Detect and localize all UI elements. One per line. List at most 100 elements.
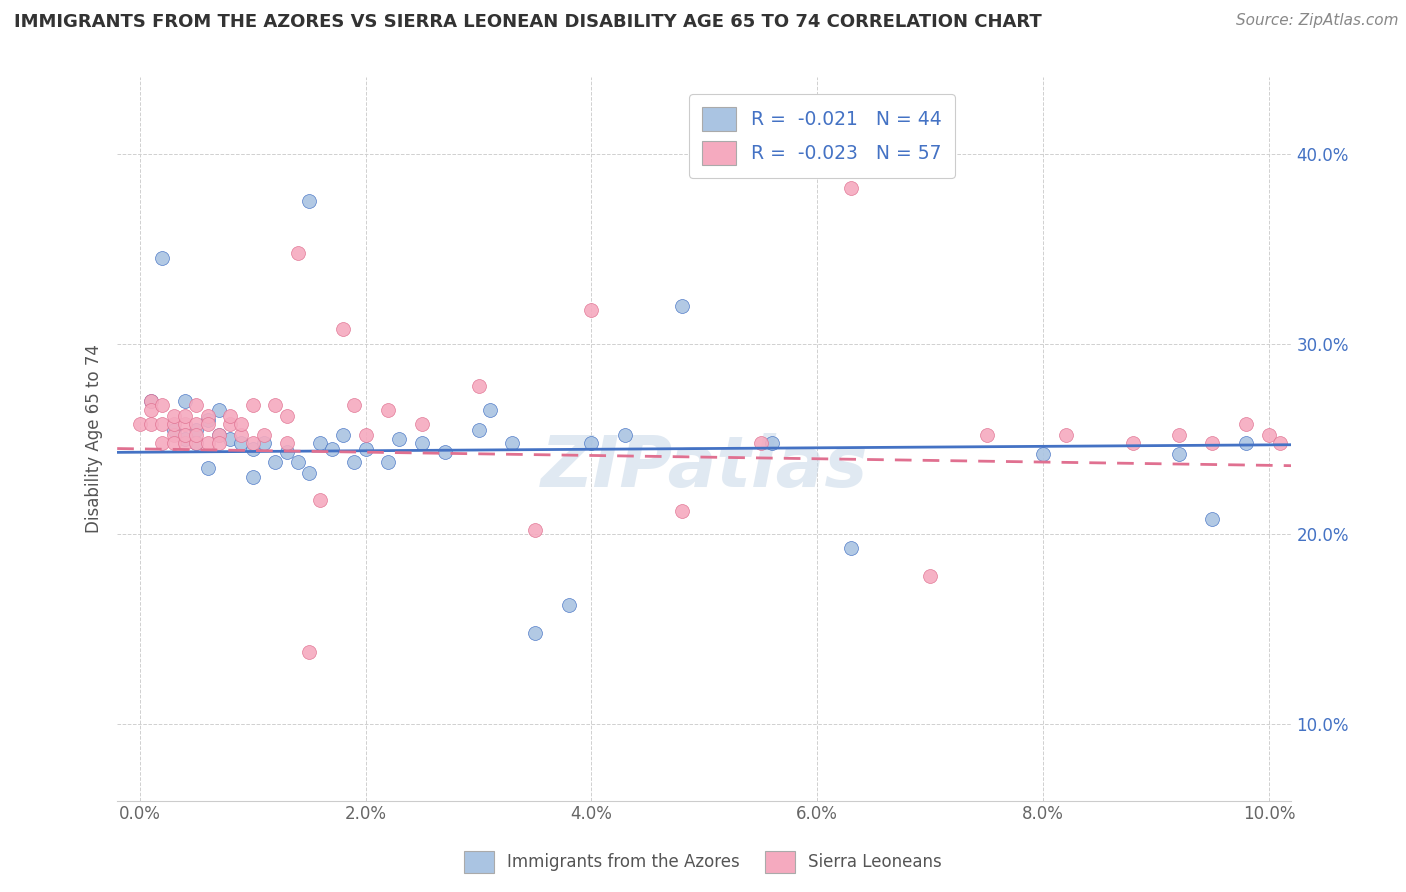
Legend: R =  -0.021   N = 44, R =  -0.023   N = 57: R = -0.021 N = 44, R = -0.023 N = 57 — [689, 94, 955, 178]
Point — [287, 245, 309, 260]
Point — [523, 524, 546, 538]
Point — [343, 398, 366, 412]
Point — [197, 460, 219, 475]
Text: Source: ZipAtlas.com: Source: ZipAtlas.com — [1236, 13, 1399, 29]
Point — [163, 428, 186, 442]
Point — [186, 417, 208, 431]
Point — [276, 435, 298, 450]
Point — [163, 423, 186, 437]
Point — [1167, 447, 1189, 461]
Point — [128, 417, 150, 431]
Point — [1201, 435, 1223, 450]
Point — [208, 428, 231, 442]
Point — [186, 428, 208, 442]
Point — [242, 435, 264, 450]
Point — [231, 428, 253, 442]
Point — [1054, 428, 1077, 442]
Text: IMMIGRANTS FROM THE AZORES VS SIERRA LEONEAN DISABILITY AGE 65 TO 74 CORRELATION: IMMIGRANTS FROM THE AZORES VS SIERRA LEO… — [14, 13, 1042, 31]
Point — [433, 445, 456, 459]
Point — [139, 394, 162, 409]
Point — [253, 435, 276, 450]
Point — [208, 428, 231, 442]
Point — [242, 442, 264, 456]
Point — [139, 417, 162, 431]
Point — [208, 403, 231, 417]
Point — [761, 435, 783, 450]
Point — [309, 435, 332, 450]
Point — [150, 417, 173, 431]
Point — [298, 467, 321, 481]
Point — [377, 455, 399, 469]
Point — [197, 435, 219, 450]
Point — [354, 442, 377, 456]
Point — [163, 409, 186, 424]
Point — [219, 432, 242, 446]
Point — [839, 541, 862, 555]
Text: ZIPatlas: ZIPatlas — [541, 434, 868, 502]
Point — [1201, 512, 1223, 526]
Point — [139, 403, 162, 417]
Point — [411, 417, 433, 431]
Point — [354, 428, 377, 442]
Y-axis label: Disability Age 65 to 74: Disability Age 65 to 74 — [86, 344, 103, 533]
Point — [581, 435, 603, 450]
Point — [749, 435, 772, 450]
Point — [174, 432, 197, 446]
Point — [671, 504, 693, 518]
Point — [467, 423, 489, 437]
Point — [174, 428, 197, 442]
Point — [174, 394, 197, 409]
Point — [197, 417, 219, 431]
Point — [1234, 417, 1257, 431]
Point — [343, 455, 366, 469]
Point — [197, 409, 219, 424]
Point — [186, 435, 208, 450]
Point — [150, 398, 173, 412]
Point — [139, 394, 162, 409]
Point — [1234, 435, 1257, 450]
Point — [1122, 435, 1144, 450]
Point — [242, 470, 264, 484]
Point — [174, 435, 197, 450]
Point — [174, 409, 197, 424]
Point — [186, 423, 208, 437]
Point — [174, 417, 197, 431]
Point — [309, 492, 332, 507]
Point — [1270, 435, 1292, 450]
Point — [332, 321, 354, 335]
Point — [163, 417, 186, 431]
Point — [219, 409, 242, 424]
Point — [523, 626, 546, 640]
Point — [501, 435, 523, 450]
Point — [298, 645, 321, 659]
Point — [377, 403, 399, 417]
Point — [467, 378, 489, 392]
Point — [321, 442, 343, 456]
Point — [219, 417, 242, 431]
Point — [614, 428, 637, 442]
Point — [1167, 428, 1189, 442]
Point — [276, 409, 298, 424]
Point — [558, 598, 581, 612]
Point — [208, 435, 231, 450]
Point — [1032, 447, 1054, 461]
Point — [976, 428, 998, 442]
Point — [186, 435, 208, 450]
Point — [287, 455, 309, 469]
Point — [242, 398, 264, 412]
Point — [150, 252, 173, 266]
Point — [478, 403, 501, 417]
Point — [1257, 428, 1279, 442]
Point — [388, 432, 411, 446]
Point — [197, 413, 219, 427]
Point — [411, 435, 433, 450]
Point — [186, 398, 208, 412]
Point — [253, 428, 276, 442]
Point — [332, 428, 354, 442]
Point — [920, 569, 942, 583]
Point — [276, 445, 298, 459]
Point — [231, 417, 253, 431]
Point — [264, 455, 287, 469]
Legend: Immigrants from the Azores, Sierra Leoneans: Immigrants from the Azores, Sierra Leone… — [457, 845, 949, 880]
Point — [581, 302, 603, 317]
